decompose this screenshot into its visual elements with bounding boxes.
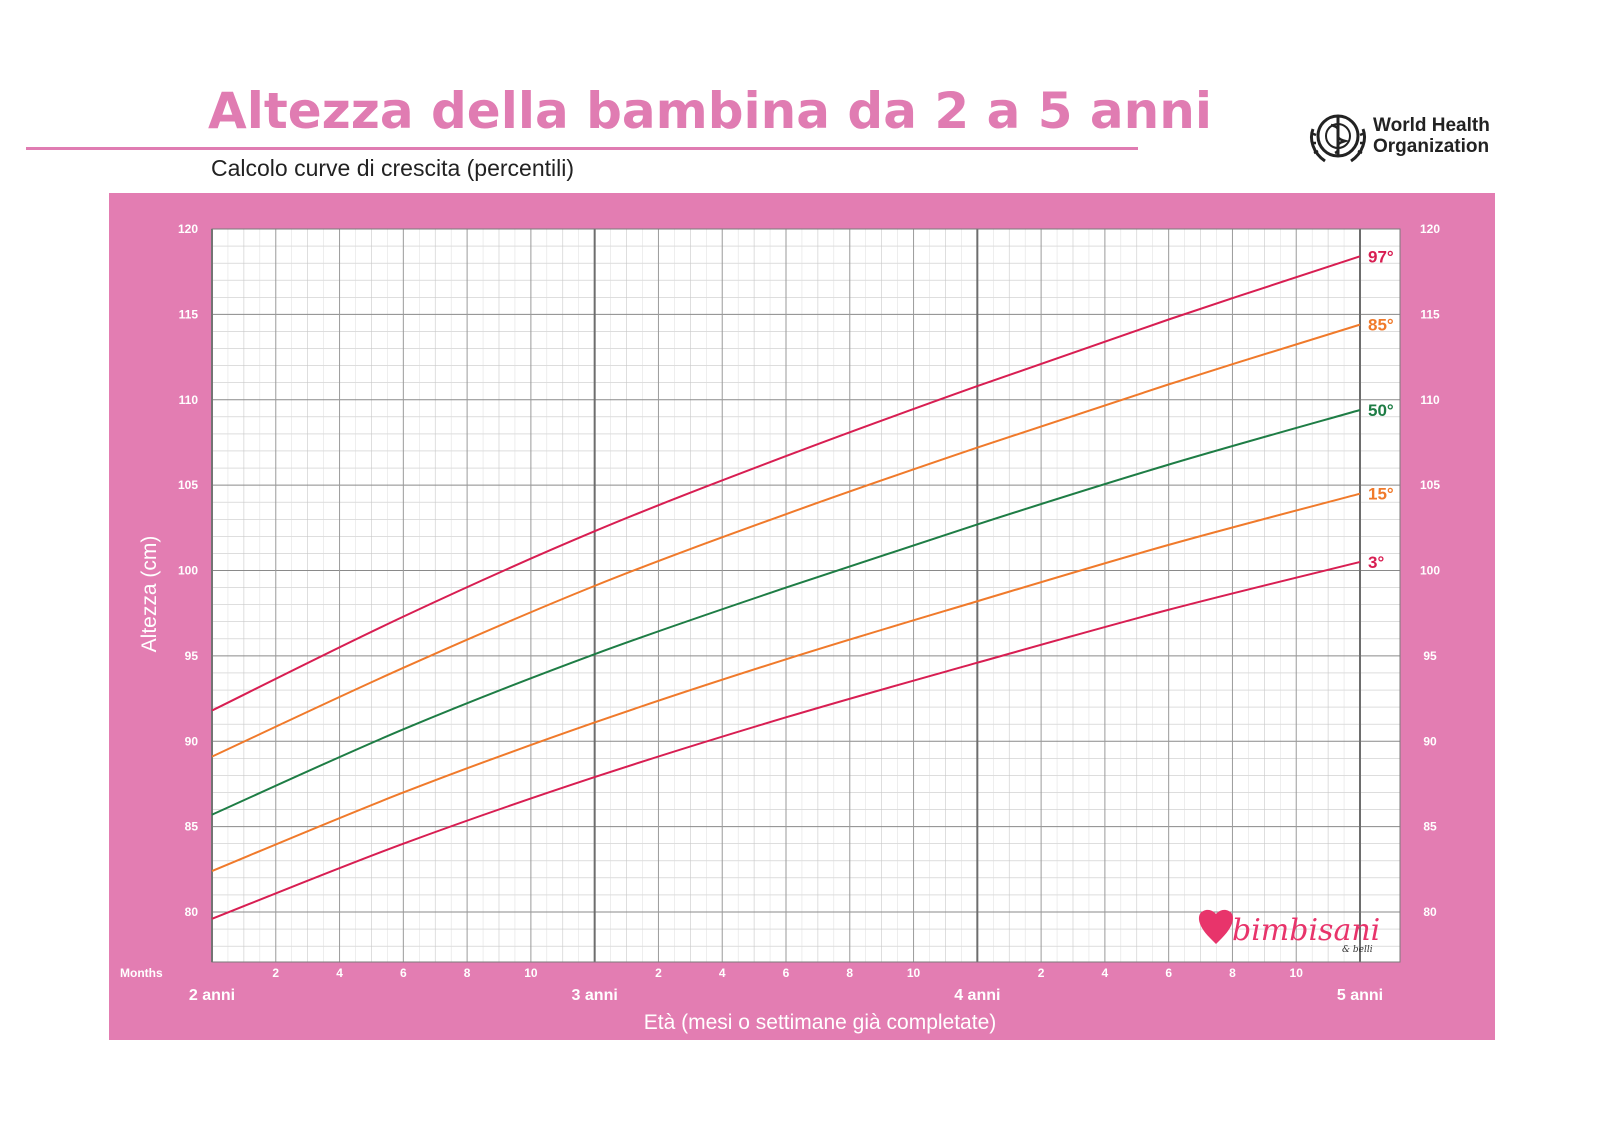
y-tick-left-5: 105 — [178, 478, 198, 492]
y-tick-right-8: 120 — [1420, 222, 1440, 236]
who-emblem-icon — [1310, 114, 1366, 163]
brand-tagline: & belli — [1342, 945, 1373, 955]
y-tick-right-0: 80 — [1423, 905, 1437, 919]
x-year-label-2: 4 anni — [954, 987, 1000, 1004]
page-title: Altezza della bambina da 2 a 5 anni — [208, 82, 1212, 140]
y-tick-left-2: 90 — [185, 734, 199, 748]
y-tick-right-2: 90 — [1423, 734, 1437, 748]
x-month-tick: 4 — [336, 966, 343, 980]
x-month-tick: 2 — [1038, 966, 1045, 980]
x-month-tick: 10 — [907, 966, 921, 980]
y-tick-left-6: 110 — [179, 393, 199, 407]
series-label-2: 50° — [1368, 401, 1394, 420]
series-line-4 — [211, 560, 1361, 920]
x-month-tick: 6 — [400, 966, 407, 980]
y-tick-right-6: 110 — [1420, 393, 1440, 407]
x-year-label-3: 5 anni — [1337, 987, 1383, 1004]
x-month-tick: 10 — [1290, 966, 1304, 980]
heart-icon — [1198, 909, 1234, 944]
x-month-tick: 4 — [1102, 966, 1109, 980]
series-label-3: 15° — [1368, 485, 1394, 504]
y-tick-right-1: 85 — [1423, 820, 1437, 834]
plot-border — [211, 228, 1401, 963]
x-axis-title: Età (mesi o settimane già completate) — [644, 1011, 997, 1034]
y-tick-right-7: 115 — [1420, 307, 1440, 321]
x-month-tick: 4 — [719, 966, 726, 980]
y-tick-left-4: 100 — [178, 564, 198, 578]
series-line-0 — [211, 255, 1361, 712]
x-month-tick: 8 — [464, 966, 471, 980]
page-subtitle: Calcolo curve di crescita (percentili) — [211, 155, 575, 181]
grid-major — [211, 228, 1401, 963]
plot-area — [212, 229, 1400, 962]
y-tick-left-3: 95 — [185, 649, 199, 663]
y-tick-left-7: 115 — [179, 307, 199, 321]
series-line-3 — [211, 492, 1361, 872]
y-tick-left-1: 85 — [185, 820, 199, 834]
bimbisani-logo: bimbisani & belli — [1198, 909, 1380, 955]
who-logo-text: World Health Organization — [1373, 115, 1490, 157]
months-label: Months — [120, 966, 163, 980]
series-lines: 97° 85° 50° 15° 3° — [211, 247, 1394, 920]
x-month-tick: 2 — [272, 966, 279, 980]
y-tick-left-0: 80 — [185, 905, 199, 919]
series-label-4: 3° — [1368, 553, 1384, 572]
series-line-2 — [211, 409, 1361, 816]
who-logo: World Health Organization — [1307, 109, 1507, 165]
brand-name: bimbisani — [1232, 913, 1380, 948]
title-divider — [26, 147, 1138, 150]
x-month-tick: 8 — [1229, 966, 1236, 980]
who-logo-line1: World Health — [1373, 115, 1490, 136]
x-year-label-0: 2 anni — [189, 987, 235, 1004]
series-line-1 — [211, 323, 1361, 758]
series-label-0: 97° — [1368, 247, 1394, 266]
x-month-tick: 2 — [655, 966, 662, 980]
axis-ticks: 80 80 85 85 90 90 95 95 100 100 105 105 110 110 115 115… — [178, 222, 1440, 1004]
x-month-tick: 8 — [846, 966, 853, 980]
who-logo-line2: Organization — [1373, 136, 1490, 157]
y-tick-left-8: 120 — [178, 222, 198, 236]
y-axis-title: Altezza (cm) — [138, 536, 161, 653]
x-month-tick: 10 — [524, 966, 538, 980]
y-tick-right-3: 95 — [1423, 649, 1437, 663]
y-tick-right-4: 100 — [1420, 564, 1440, 578]
series-label-1: 85° — [1368, 316, 1394, 335]
x-year-label-1: 3 anni — [572, 987, 618, 1004]
x-month-tick: 6 — [1165, 966, 1172, 980]
x-month-tick: 6 — [783, 966, 790, 980]
y-tick-right-5: 105 — [1420, 478, 1440, 492]
grid-minor — [212, 229, 1400, 962]
